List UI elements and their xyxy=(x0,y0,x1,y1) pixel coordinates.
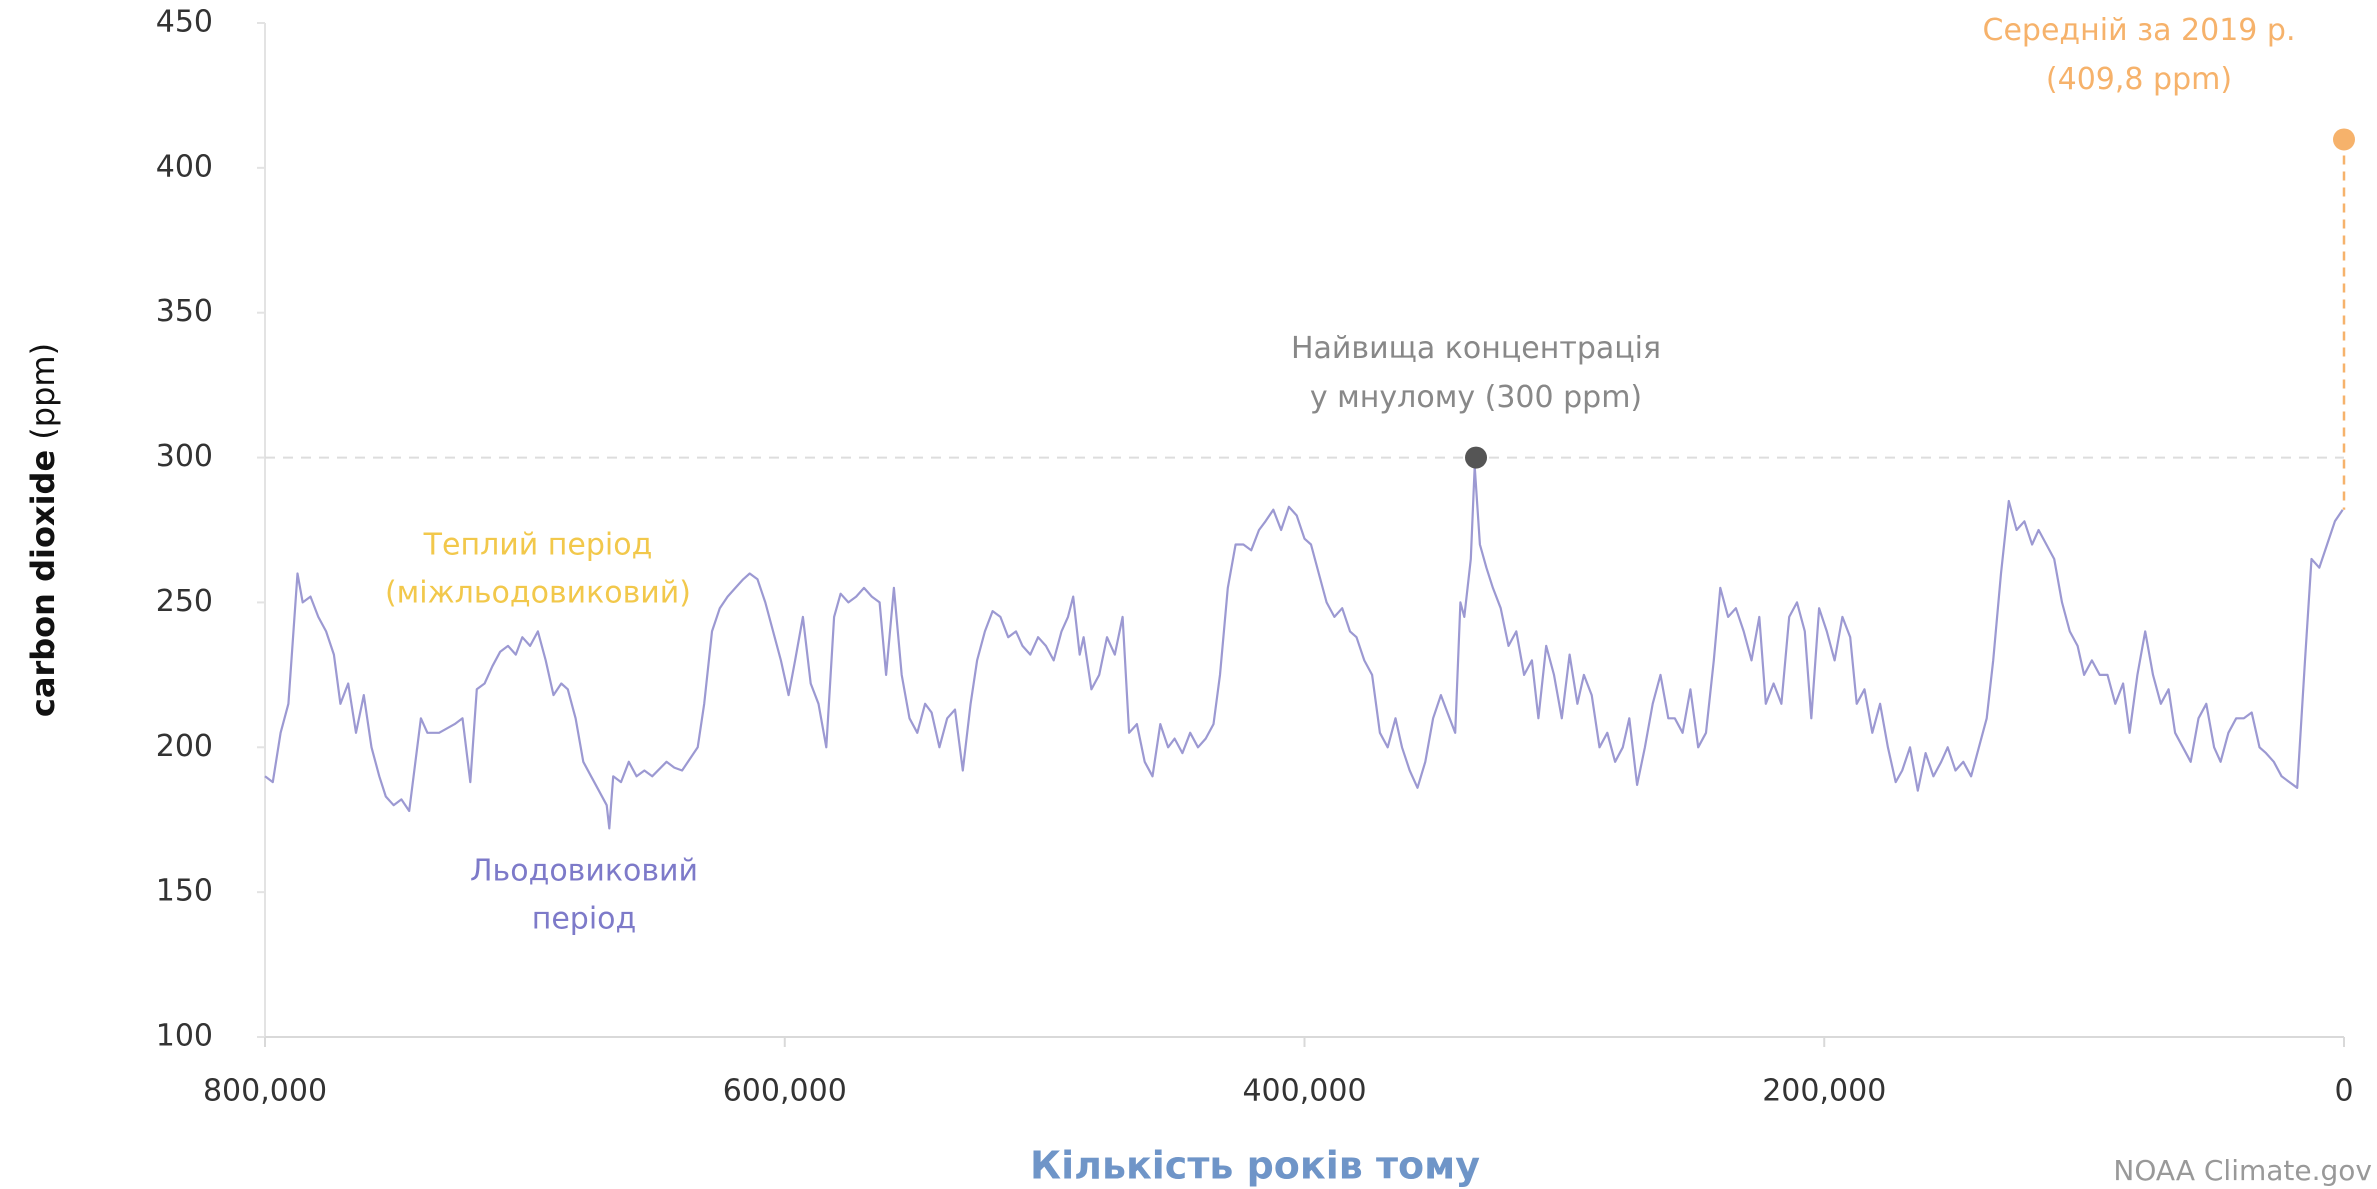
highlight-point xyxy=(1465,446,1488,469)
annotation: Льодовиковий xyxy=(470,854,698,889)
annotation: Теплий період xyxy=(423,528,653,563)
x-tick-label: 400,000 xyxy=(1242,1074,1366,1109)
source: NOAA Climate.gov xyxy=(2113,1154,2372,1187)
y-tick-label: 200 xyxy=(156,729,213,764)
y-tick-label: 250 xyxy=(156,584,213,619)
x-axis-title: Кількість років тому xyxy=(1030,1144,1480,1188)
annotation: період xyxy=(532,902,637,937)
y-tick-label: 400 xyxy=(156,149,213,184)
highlight-label: (409,8 ppm) xyxy=(2046,62,2232,97)
highlight-point xyxy=(2333,128,2355,151)
y-tick-label: 150 xyxy=(156,874,213,909)
x-tick-label: 0 xyxy=(2334,1074,2353,1109)
x-tick-label: 600,000 xyxy=(723,1074,847,1109)
y-axis-title: carbon dioxide (ppm) xyxy=(24,343,62,717)
annotation: (міжльодовиковий) xyxy=(385,576,691,611)
data-line xyxy=(264,465,2344,830)
x-tick-label: 800,000 xyxy=(203,1074,327,1109)
y-tick-label: 450 xyxy=(156,5,213,40)
highlight-label: у мнулому (300 ppm) xyxy=(1310,380,1642,415)
highlight-label: Найвища концентрація xyxy=(1291,331,1661,366)
y-axis-title-unit: (ppm) xyxy=(24,343,62,440)
y-axis-title-main: carbon dioxide xyxy=(24,450,62,717)
y-tick-label: 100 xyxy=(156,1019,213,1054)
highlight-label: Середній за 2019 р. xyxy=(1983,13,2296,48)
x-tick-label: 200,000 xyxy=(1762,1074,1886,1109)
y-tick-label: 300 xyxy=(156,439,213,474)
y-tick-label: 350 xyxy=(156,294,213,329)
